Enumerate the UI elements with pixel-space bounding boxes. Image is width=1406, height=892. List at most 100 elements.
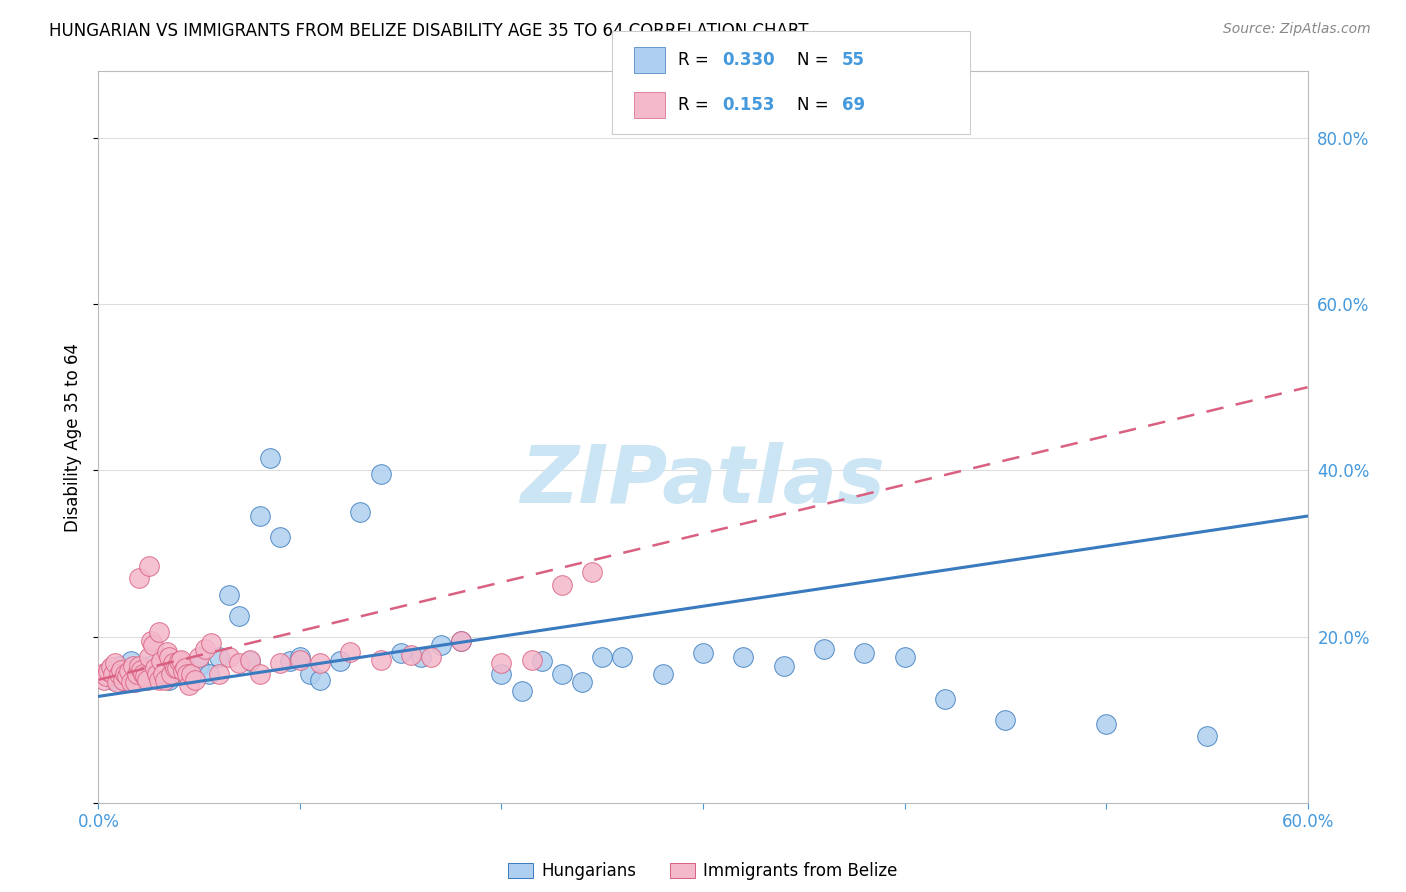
Point <box>491 656 513 670</box>
Point <box>249 667 271 681</box>
Point <box>111 673 134 687</box>
Point <box>450 633 472 648</box>
Point <box>107 658 129 673</box>
Point <box>934 692 956 706</box>
Point <box>491 667 513 681</box>
Point <box>269 656 291 670</box>
Text: 69: 69 <box>842 96 865 114</box>
Point <box>571 675 593 690</box>
Point <box>124 663 146 677</box>
Point <box>163 661 186 675</box>
Point <box>139 633 162 648</box>
Point <box>93 673 115 687</box>
Point <box>125 667 148 681</box>
Text: 55: 55 <box>842 51 865 69</box>
Point <box>157 673 180 687</box>
Point <box>399 648 422 662</box>
Point <box>430 638 453 652</box>
Point <box>114 675 136 690</box>
Point <box>194 642 217 657</box>
Point <box>134 669 156 683</box>
Point <box>188 650 211 665</box>
Text: N =: N = <box>797 96 834 114</box>
Point <box>142 638 165 652</box>
Point <box>180 667 202 681</box>
Point <box>167 655 190 669</box>
Point <box>91 667 114 681</box>
Point <box>853 646 876 660</box>
Point <box>651 667 673 681</box>
Point <box>146 667 169 681</box>
Point <box>129 663 152 677</box>
Point <box>170 653 193 667</box>
Text: HUNGARIAN VS IMMIGRANTS FROM BELIZE DISABILITY AGE 35 TO 64 CORRELATION CHART: HUNGARIAN VS IMMIGRANTS FROM BELIZE DISA… <box>49 22 808 40</box>
Point <box>893 650 915 665</box>
Point <box>179 665 201 679</box>
Point <box>188 658 211 673</box>
Point <box>149 655 172 669</box>
Point <box>128 667 150 681</box>
Point <box>1095 716 1118 731</box>
Point <box>239 655 262 669</box>
Point <box>228 656 250 670</box>
Point <box>174 661 197 675</box>
Point <box>101 673 124 687</box>
Point <box>530 655 553 669</box>
Point <box>591 650 613 665</box>
Point <box>692 646 714 660</box>
Point <box>551 578 574 592</box>
Point <box>349 505 371 519</box>
Point <box>157 650 180 665</box>
Point <box>269 530 291 544</box>
Point <box>148 625 170 640</box>
Point <box>103 656 125 670</box>
Point <box>107 671 129 685</box>
Legend: Hungarians, Immigrants from Belize: Hungarians, Immigrants from Belize <box>502 855 904 887</box>
Point <box>120 655 142 669</box>
Point <box>239 653 262 667</box>
Point <box>288 650 311 665</box>
Point <box>176 667 198 681</box>
Point <box>551 667 574 681</box>
Point <box>733 650 755 665</box>
Point <box>172 665 194 679</box>
Text: ZIPatlas: ZIPatlas <box>520 442 886 520</box>
Point <box>370 653 392 667</box>
Point <box>124 675 146 690</box>
Point <box>135 673 157 687</box>
Point <box>184 673 207 687</box>
Point <box>148 673 170 687</box>
Point <box>450 633 472 648</box>
Point <box>103 663 125 677</box>
Point <box>100 660 122 674</box>
Point <box>128 571 150 585</box>
Point <box>218 650 240 665</box>
Point <box>228 608 250 623</box>
Point <box>121 658 143 673</box>
Text: R =: R = <box>678 96 718 114</box>
Point <box>101 667 124 681</box>
Point <box>1195 729 1218 743</box>
Point <box>132 667 155 681</box>
Point <box>105 675 128 690</box>
Y-axis label: Disability Age 35 to 64: Disability Age 35 to 64 <box>65 343 83 532</box>
Text: Source: ZipAtlas.com: Source: ZipAtlas.com <box>1223 22 1371 37</box>
Point <box>166 661 188 675</box>
Point <box>288 653 311 667</box>
Point <box>128 658 150 673</box>
Point <box>510 683 533 698</box>
Point <box>138 658 160 673</box>
Point <box>278 655 301 669</box>
Point <box>107 667 129 681</box>
Point <box>259 450 281 465</box>
Point <box>96 669 118 683</box>
Point <box>581 565 603 579</box>
Point <box>167 655 190 669</box>
Point <box>118 665 141 679</box>
Point <box>132 671 155 685</box>
Text: N =: N = <box>797 51 834 69</box>
Point <box>218 588 240 602</box>
Point <box>148 667 170 681</box>
Point <box>138 650 160 665</box>
Point <box>409 650 432 665</box>
